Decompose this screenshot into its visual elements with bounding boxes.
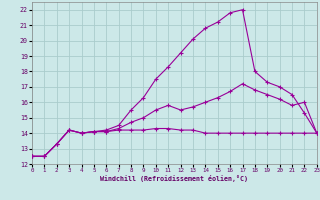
X-axis label: Windchill (Refroidissement éolien,°C): Windchill (Refroidissement éolien,°C) [100, 175, 248, 182]
